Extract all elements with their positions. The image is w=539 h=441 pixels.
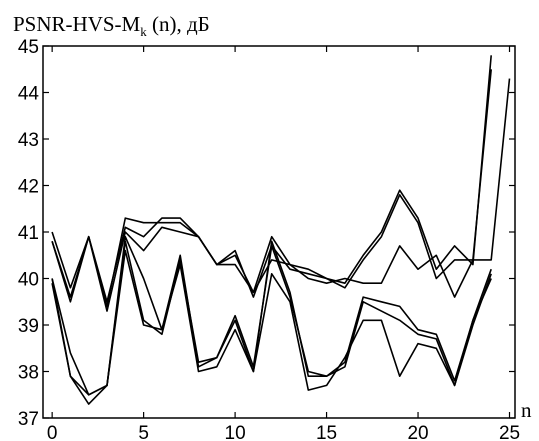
series-line-6 <box>51 249 492 405</box>
series-line-1 <box>51 55 492 303</box>
y-tick-label: 39 <box>18 316 39 337</box>
y-tick-label: 42 <box>18 177 39 198</box>
y-tick-label: 45 <box>18 37 39 58</box>
x-tick-label: 0 <box>47 423 58 441</box>
axis-ticks <box>43 45 515 419</box>
x-tick-label: 5 <box>138 423 149 441</box>
title-subscript: k <box>140 24 147 39</box>
series-line-5 <box>51 240 492 396</box>
plot-frame <box>42 45 516 419</box>
x-tick-label: 20 <box>407 423 428 441</box>
y-tick-label: 37 <box>18 409 39 430</box>
x-tick-label: 25 <box>499 423 520 441</box>
chart-title-text: PSNR-HVS-Mk (n), дБ <box>13 12 210 39</box>
y-tick-label: 40 <box>18 270 39 291</box>
x-tick-label: 15 <box>316 423 337 441</box>
chart-title: PSNR-HVS-Mk (n), дБ <box>13 12 210 39</box>
y-tick-label: 41 <box>18 223 39 244</box>
title-main: PSNR-HVS-M <box>13 12 141 36</box>
series-lines <box>51 55 511 405</box>
y-tick-label: 43 <box>18 130 39 151</box>
title-tail: (n), дБ <box>147 12 210 36</box>
y-tick-label: 38 <box>18 363 39 384</box>
series-line-3 <box>51 78 511 312</box>
x-axis-label: n <box>521 398 532 422</box>
y-tick-label: 44 <box>18 84 40 105</box>
series-line-2 <box>51 69 492 308</box>
x-tick-labels: 0 5 10 15 20 25 <box>47 423 520 441</box>
x-tick-label: 10 <box>225 423 246 441</box>
y-tick-labels: 37 38 39 40 41 42 43 44 45 <box>18 37 40 430</box>
series-line-4 <box>51 235 492 396</box>
